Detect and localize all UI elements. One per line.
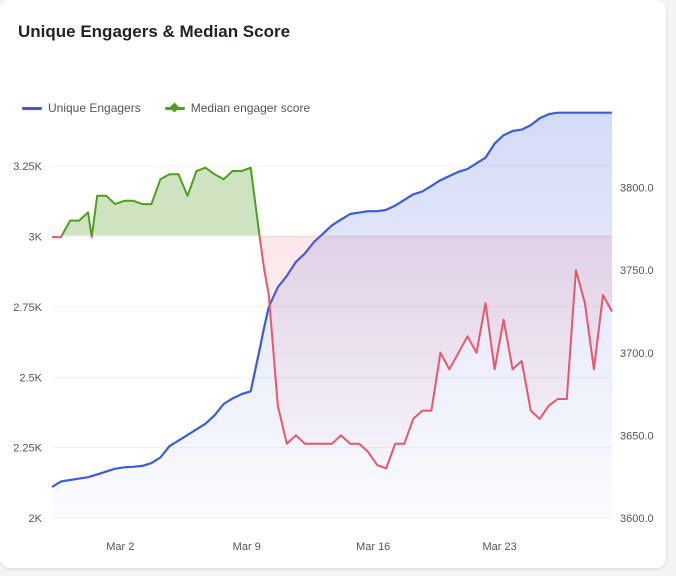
score-line-below bbox=[52, 235, 613, 470]
score-area-below bbox=[52, 235, 612, 469]
legend-item-median-score[interactable]: Median engager score bbox=[164, 101, 311, 115]
left-axis-tick: 2.25K bbox=[13, 443, 42, 455]
right-axis-tick: 3800.0 bbox=[620, 183, 654, 195]
chart-title: Unique Engagers & Median Score bbox=[18, 22, 291, 41]
engagers-line bbox=[51, 111, 612, 488]
legend-label-score: Median engager score bbox=[190, 101, 311, 115]
legend-swatch-score bbox=[164, 102, 185, 112]
x-axis-tick: Mar 2 bbox=[106, 541, 134, 553]
x-axis-tick: Mar 9 bbox=[233, 541, 261, 553]
legend-swatch-engagers bbox=[22, 106, 42, 110]
left-axis-tick: 2.5K bbox=[19, 372, 42, 384]
right-axis-tick: 3600.0 bbox=[620, 513, 654, 525]
left-axis-tick: 3K bbox=[29, 232, 43, 244]
x-axis-tick: Mar 16 bbox=[356, 541, 390, 553]
left-axis-tick: 2K bbox=[29, 513, 43, 525]
legend: Unique Engagers Median engager score bbox=[22, 101, 334, 115]
legend-label-engagers: Unique Engagers bbox=[48, 101, 141, 115]
left-axis-tick: 3.25K bbox=[13, 161, 42, 173]
left-axis-tick: 2.75K bbox=[13, 302, 42, 314]
legend-item-unique-engagers[interactable]: Unique Engagers bbox=[22, 101, 141, 115]
right-axis-tick: 3750.0 bbox=[620, 265, 654, 277]
right-axis-tick: 3700.0 bbox=[620, 348, 654, 360]
x-axis-tick: Mar 23 bbox=[483, 541, 517, 553]
score-line-above bbox=[60, 166, 261, 236]
right-axis-tick: 3650.0 bbox=[620, 430, 654, 442]
